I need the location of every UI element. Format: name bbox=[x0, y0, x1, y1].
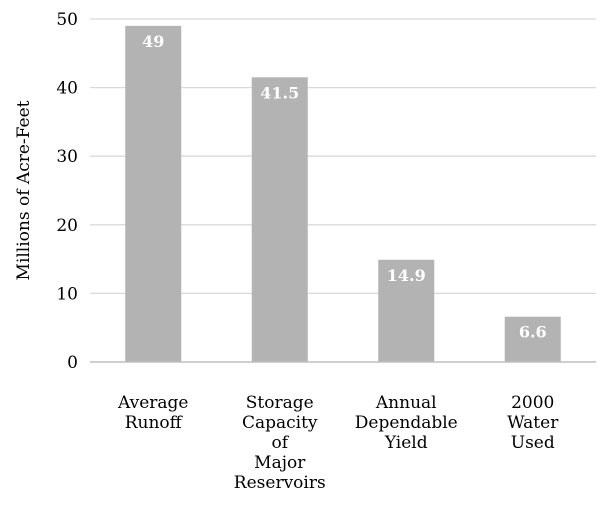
y-axis-label: Millions of Acre-Feet bbox=[14, 100, 34, 280]
data-labels: 49 41.5 14.9 6.6 bbox=[142, 32, 547, 342]
x-category-line: Yield bbox=[384, 433, 428, 453]
x-category-label: 2000 Water Used bbox=[507, 393, 559, 453]
x-category-line: Storage bbox=[246, 393, 314, 413]
data-label: 14.9 bbox=[387, 266, 426, 285]
x-category-line: Dependable bbox=[355, 413, 458, 433]
x-category-label: Annual Dependable Yield bbox=[355, 393, 458, 453]
y-tick-label: 30 bbox=[56, 147, 78, 167]
x-category-label: Average Runoff bbox=[117, 393, 188, 433]
x-category-label: Storage Capacity of Major Reservoirs bbox=[234, 393, 326, 493]
x-category-line: Annual bbox=[375, 393, 437, 413]
x-category-line: Average bbox=[117, 393, 188, 413]
x-category-line: Capacity bbox=[242, 413, 318, 433]
y-axis-ticks: 0 10 20 30 40 50 bbox=[56, 10, 78, 373]
x-category-line: Reservoirs bbox=[234, 473, 326, 493]
data-label: 6.6 bbox=[519, 323, 547, 342]
y-tick-label: 40 bbox=[56, 79, 78, 99]
bar bbox=[125, 25, 182, 363]
x-category-line: Used bbox=[511, 433, 555, 453]
data-label: 41.5 bbox=[260, 83, 299, 102]
y-tick-label: 10 bbox=[56, 284, 78, 304]
y-tick-label: 50 bbox=[56, 10, 78, 30]
x-category-line: Runoff bbox=[125, 413, 184, 433]
x-category-line: Water bbox=[507, 413, 559, 433]
bar bbox=[504, 316, 561, 362]
data-label: 49 bbox=[142, 32, 164, 51]
x-category-line: Major bbox=[254, 453, 306, 473]
x-category-line: 2000 bbox=[511, 393, 554, 413]
x-axis-categories: Average Runoff Storage Capacity of Major Reser… bbox=[117, 393, 559, 493]
y-tick-label: 0 bbox=[67, 353, 78, 373]
y-tick-label: 20 bbox=[56, 216, 78, 236]
bars bbox=[125, 25, 561, 363]
x-category-line: of bbox=[271, 433, 289, 453]
bar bbox=[378, 259, 435, 362]
bar bbox=[251, 77, 308, 362]
